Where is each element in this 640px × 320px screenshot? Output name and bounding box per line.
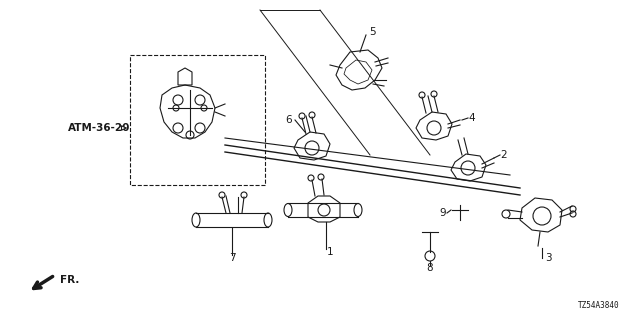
Text: 9: 9 xyxy=(440,208,446,218)
Text: 4: 4 xyxy=(468,113,475,123)
Text: 3: 3 xyxy=(545,253,551,263)
Text: 6: 6 xyxy=(285,115,292,125)
Text: FR.: FR. xyxy=(60,275,79,285)
Text: 7: 7 xyxy=(228,253,236,263)
Text: 2: 2 xyxy=(500,150,507,160)
Text: 8: 8 xyxy=(427,263,433,273)
Text: 5: 5 xyxy=(370,27,376,37)
Text: TZ54A3840: TZ54A3840 xyxy=(579,301,620,310)
Text: ATM-36-20: ATM-36-20 xyxy=(68,123,131,133)
Text: 1: 1 xyxy=(326,247,333,257)
Bar xyxy=(130,55,265,185)
